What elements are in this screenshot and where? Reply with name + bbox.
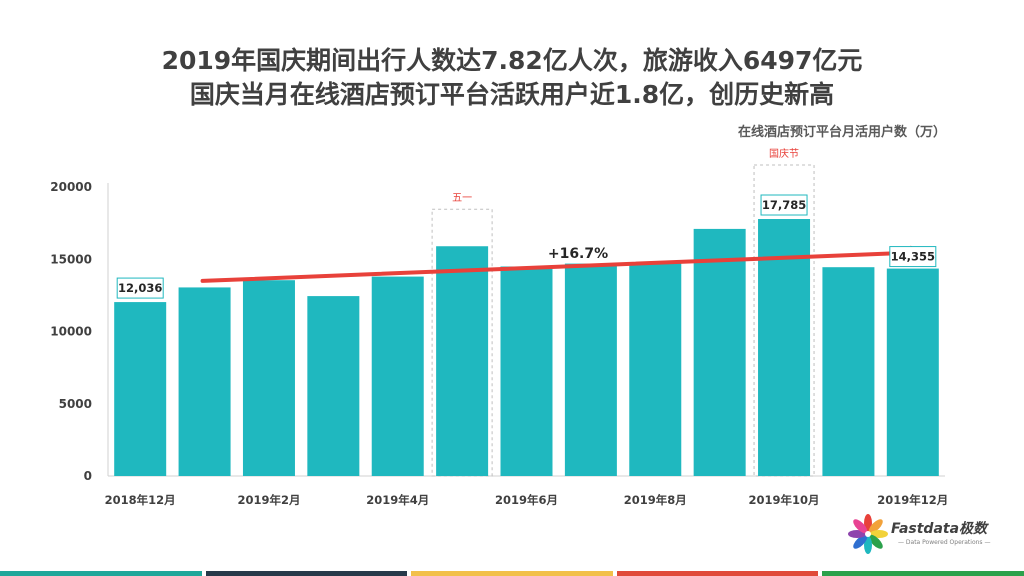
y-tick-label: 10000: [50, 325, 92, 339]
x-tick-label: 2019年2月: [237, 493, 300, 507]
bar: [693, 228, 746, 476]
fastdata-logo: Fastdata极数 — Data Powered Operations —: [846, 512, 996, 556]
logo-tagline: — Data Powered Operations —: [898, 539, 991, 546]
chart-title-line1: 2019年国庆期间出行人数达7.82亿人次，旅游收入6497亿元: [161, 46, 863, 75]
footer-segment: [822, 571, 1024, 576]
bar: [242, 280, 295, 476]
bar: [564, 263, 617, 476]
data-label: 14,355: [891, 250, 935, 264]
y-tick-label: 20000: [50, 180, 92, 194]
footer-segment: [205, 571, 408, 576]
highlight-label: 国庆节: [769, 147, 799, 160]
x-tick-label: 2019年10月: [749, 493, 820, 507]
highlight-label: 五一: [452, 193, 472, 204]
x-tick-label: 2019年8月: [624, 493, 687, 507]
logo-name: Fastdata极数: [891, 521, 988, 537]
trend-label: +16.7%: [548, 246, 608, 262]
bar: [114, 302, 167, 476]
data-label: 17,785: [762, 198, 806, 212]
x-tick-label: 2018年12月: [105, 493, 176, 507]
bar: [886, 268, 939, 476]
footer-segment: [616, 571, 819, 576]
footer-segment: [0, 571, 202, 576]
data-label-box: [889, 246, 937, 268]
bar: [178, 287, 231, 476]
footer-segment: [411, 571, 613, 576]
data-label-box: [116, 277, 164, 299]
data-label: 12,036: [118, 281, 162, 295]
chart-title-line2: 国庆当月在线酒店预订平台活跃用户近1.8亿，创历史新高: [189, 80, 835, 109]
series-caption: 在线酒店预订平台月活用户数（万）: [737, 125, 946, 140]
x-tick-label: 2019年4月: [366, 493, 429, 507]
data-label-box: [760, 194, 808, 216]
footer-color-bar: [0, 571, 1024, 576]
highlight-box: [753, 164, 815, 477]
bar: [307, 296, 360, 476]
bar: [758, 219, 811, 476]
bar: [629, 262, 682, 476]
bar: [436, 246, 489, 476]
trend-line: [200, 250, 917, 283]
bar: [371, 276, 424, 476]
x-tick-label: 2019年6月: [495, 493, 558, 507]
y-tick-label: 5000: [59, 397, 92, 411]
y-tick-label: 15000: [50, 252, 92, 266]
x-tick-label: 2019年12月: [877, 493, 948, 507]
y-tick-label: 0: [84, 469, 92, 483]
flower-logo-icon: [848, 514, 888, 554]
bar: [822, 267, 875, 476]
bar: [500, 266, 553, 476]
